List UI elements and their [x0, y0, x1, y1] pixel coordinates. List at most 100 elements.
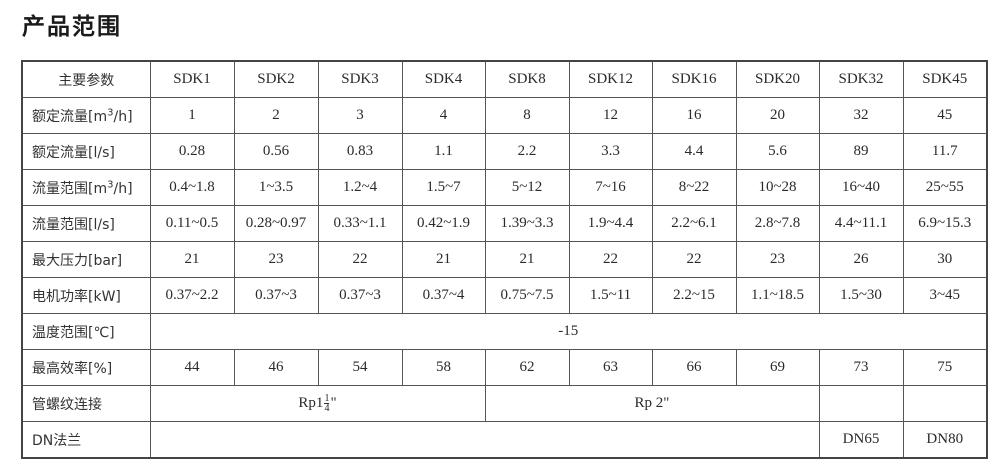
- table-cell: 1: [149, 97, 235, 134]
- table-cell: 8~22: [651, 169, 737, 206]
- table-cell: 0.33~1.1: [317, 205, 403, 242]
- header-cell-model: SDK45: [902, 60, 988, 98]
- table-cell: 16: [651, 97, 737, 134]
- fraction-denominator: 4: [324, 403, 330, 414]
- header-cell-model: SDK32: [818, 60, 904, 98]
- table-cell: 69: [735, 349, 820, 386]
- thread-small-value: Rp1 1 4 ": [149, 385, 486, 422]
- flange-sdk32: DN65: [818, 421, 904, 459]
- table-row: 最大压力[bar] 21 23 22 21 21 22 22 23 26 30: [21, 241, 988, 278]
- table-cell: 0.37~2.2: [149, 277, 235, 314]
- fraction-numerator: 1: [324, 393, 330, 404]
- table-cell: 63: [568, 349, 653, 386]
- row-label: 额定流量[m3/h]: [21, 97, 151, 134]
- row-label: 管螺纹连接: [21, 385, 151, 422]
- thread-large-value: Rp 2": [484, 385, 820, 422]
- table-cell: 21: [149, 241, 235, 278]
- table-cell: 58: [401, 349, 486, 386]
- table-cell: 22: [651, 241, 737, 278]
- table-cell: 25~55: [902, 169, 988, 206]
- inch-mark: ": [330, 394, 337, 411]
- table-cell: 21: [401, 241, 486, 278]
- label-text: 额定流量[m: [32, 108, 108, 125]
- header-cell-model: SDK3: [317, 60, 403, 98]
- thread-row: 管螺纹连接 Rp1 1 4 " Rp 2": [21, 385, 988, 422]
- table-cell: 23: [735, 241, 820, 278]
- table-cell: 22: [317, 241, 403, 278]
- label-text: /h]: [113, 180, 133, 197]
- table-cell: 66: [651, 349, 737, 386]
- table-cell: 22: [568, 241, 653, 278]
- header-cell-model: SDK16: [651, 60, 737, 98]
- table-row: 电机功率[kW] 0.37~2.2 0.37~3 0.37~3 0.37~4 0.75~7…: [21, 277, 988, 314]
- table-cell: 12: [568, 97, 653, 134]
- table-cell: 32: [818, 97, 904, 134]
- table-cell: 3~45: [902, 277, 988, 314]
- row-label: DN法兰: [21, 421, 151, 459]
- table-cell: 23: [233, 241, 319, 278]
- table-cell: 10~28: [735, 169, 820, 206]
- row-label: 额定流量[l/s]: [21, 133, 151, 170]
- table-cell: 26: [818, 241, 904, 278]
- table-cell: 46: [233, 349, 319, 386]
- table-cell: 1.2~4: [317, 169, 403, 206]
- label-text: 最大压力[bar]: [32, 252, 123, 269]
- header-cell-model: SDK20: [735, 60, 820, 98]
- table-cell: 3: [317, 97, 403, 134]
- table-cell: 1.5~11: [568, 277, 653, 314]
- empty-cell: [818, 385, 904, 422]
- table-row: 额定流量[m3/h] 1 2 3 4 8 12 16 20 32 45: [21, 97, 988, 134]
- table-cell: 4.4~11.1: [818, 205, 904, 242]
- table-cell: 2.2~6.1: [651, 205, 737, 242]
- table-cell: 11.7: [902, 133, 988, 170]
- table-row: 流量范围[l/s] 0.11~0.5 0.28~0.97 0.33~1.1 0.42~1…: [21, 205, 988, 242]
- table-cell: 1.39~3.3: [484, 205, 570, 242]
- empty-cell: [149, 421, 820, 459]
- table-cell: 5~12: [484, 169, 570, 206]
- header-cell-model: SDK2: [233, 60, 319, 98]
- label-text: 流量范围[m: [32, 180, 108, 197]
- table-cell: 44: [149, 349, 235, 386]
- label-superscript: 3: [107, 106, 114, 118]
- table-cell: 1.5~7: [401, 169, 486, 206]
- row-label: 电机功率[kW]: [21, 277, 151, 314]
- table-cell: 30: [902, 241, 988, 278]
- header-cell-model: SDK4: [401, 60, 486, 98]
- row-label: 流量范围[m3/h]: [21, 169, 151, 206]
- thread-prefix: Rp1: [298, 394, 324, 411]
- table-cell: 0.56: [233, 133, 319, 170]
- label-text: 流量范围[l/s]: [32, 216, 115, 233]
- table-cell: 4: [401, 97, 486, 134]
- empty-cell: [902, 385, 988, 422]
- table-cell: 5.6: [735, 133, 820, 170]
- header-cell-parameter: 主要参数: [21, 60, 151, 98]
- table-cell: 1.1: [401, 133, 486, 170]
- table-cell: 4.4: [651, 133, 737, 170]
- page-title: 产品范围: [22, 14, 122, 40]
- table-cell: 62: [484, 349, 570, 386]
- temperature-value: -15: [149, 313, 988, 350]
- table-cell: 0.37~4: [401, 277, 486, 314]
- table-cell: 2.8~7.8: [735, 205, 820, 242]
- flange-sdk45: DN80: [902, 421, 988, 459]
- table-cell: 3.3: [568, 133, 653, 170]
- table-cell: 0.37~3: [317, 277, 403, 314]
- table-cell: 7~16: [568, 169, 653, 206]
- table-row: 流量范围[m3/h] 0.4~1.8 1~3.5 1.2~4 1.5~7 5~12 7~16…: [21, 169, 988, 206]
- table-cell: 2.2: [484, 133, 570, 170]
- flange-row: DN法兰 DN65 DN80: [21, 421, 988, 459]
- temperature-row: 温度范围[℃] -15: [21, 313, 988, 350]
- header-row: 主要参数 SDK1 SDK2 SDK3 SDK4 SDK8 SDK12 SDK16 SDK20 S…: [21, 60, 988, 98]
- table-cell: 1.9~4.4: [568, 205, 653, 242]
- label-superscript: 3: [107, 178, 114, 190]
- table-cell: 8: [484, 97, 570, 134]
- table-cell: 1~3.5: [233, 169, 319, 206]
- table-cell: 1.1~18.5: [735, 277, 820, 314]
- table-cell: 0.42~1.9: [401, 205, 486, 242]
- table-cell: 45: [902, 97, 988, 134]
- table-cell: 0.11~0.5: [149, 205, 235, 242]
- table-cell: 2.2~15: [651, 277, 737, 314]
- header-cell-model: SDK12: [568, 60, 653, 98]
- table-cell: 75: [902, 349, 988, 386]
